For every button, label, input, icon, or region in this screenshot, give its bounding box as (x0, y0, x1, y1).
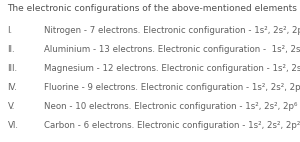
Text: IV.: IV. (8, 83, 17, 92)
Text: VI.: VI. (8, 121, 19, 130)
Text: Nitrogen - 7 electrons. Electronic configuration - 1s², 2s², 2p³: Nitrogen - 7 electrons. Electronic confi… (44, 26, 300, 35)
Text: Aluminium - 13 electrons. Electronic configuration -  1s², 2s², 2p⁶, 3s², 3p¹: Aluminium - 13 electrons. Electronic con… (44, 45, 300, 54)
Text: Carbon - 6 electrons. Electronic configuration - 1s², 2s², 2p²: Carbon - 6 electrons. Electronic configu… (44, 121, 300, 130)
Text: Fluorine - 9 electrons. Electronic configuration - 1s², 2s², 2p⁵: Fluorine - 9 electrons. Electronic confi… (44, 83, 300, 92)
Text: II.: II. (8, 45, 15, 54)
Text: The electronic configurations of the above-mentioned elements are as follows:: The electronic configurations of the abo… (8, 4, 300, 13)
Text: Neon - 10 electrons. Electronic configuration - 1s², 2s², 2p⁶: Neon - 10 electrons. Electronic configur… (44, 102, 297, 111)
Text: I.: I. (8, 26, 13, 35)
Text: III.: III. (8, 64, 18, 73)
Text: V.: V. (8, 102, 15, 111)
Text: Magnesium - 12 electrons. Electronic configuration - 1s², 2s², 2p⁶, 3s²: Magnesium - 12 electrons. Electronic con… (44, 64, 300, 73)
